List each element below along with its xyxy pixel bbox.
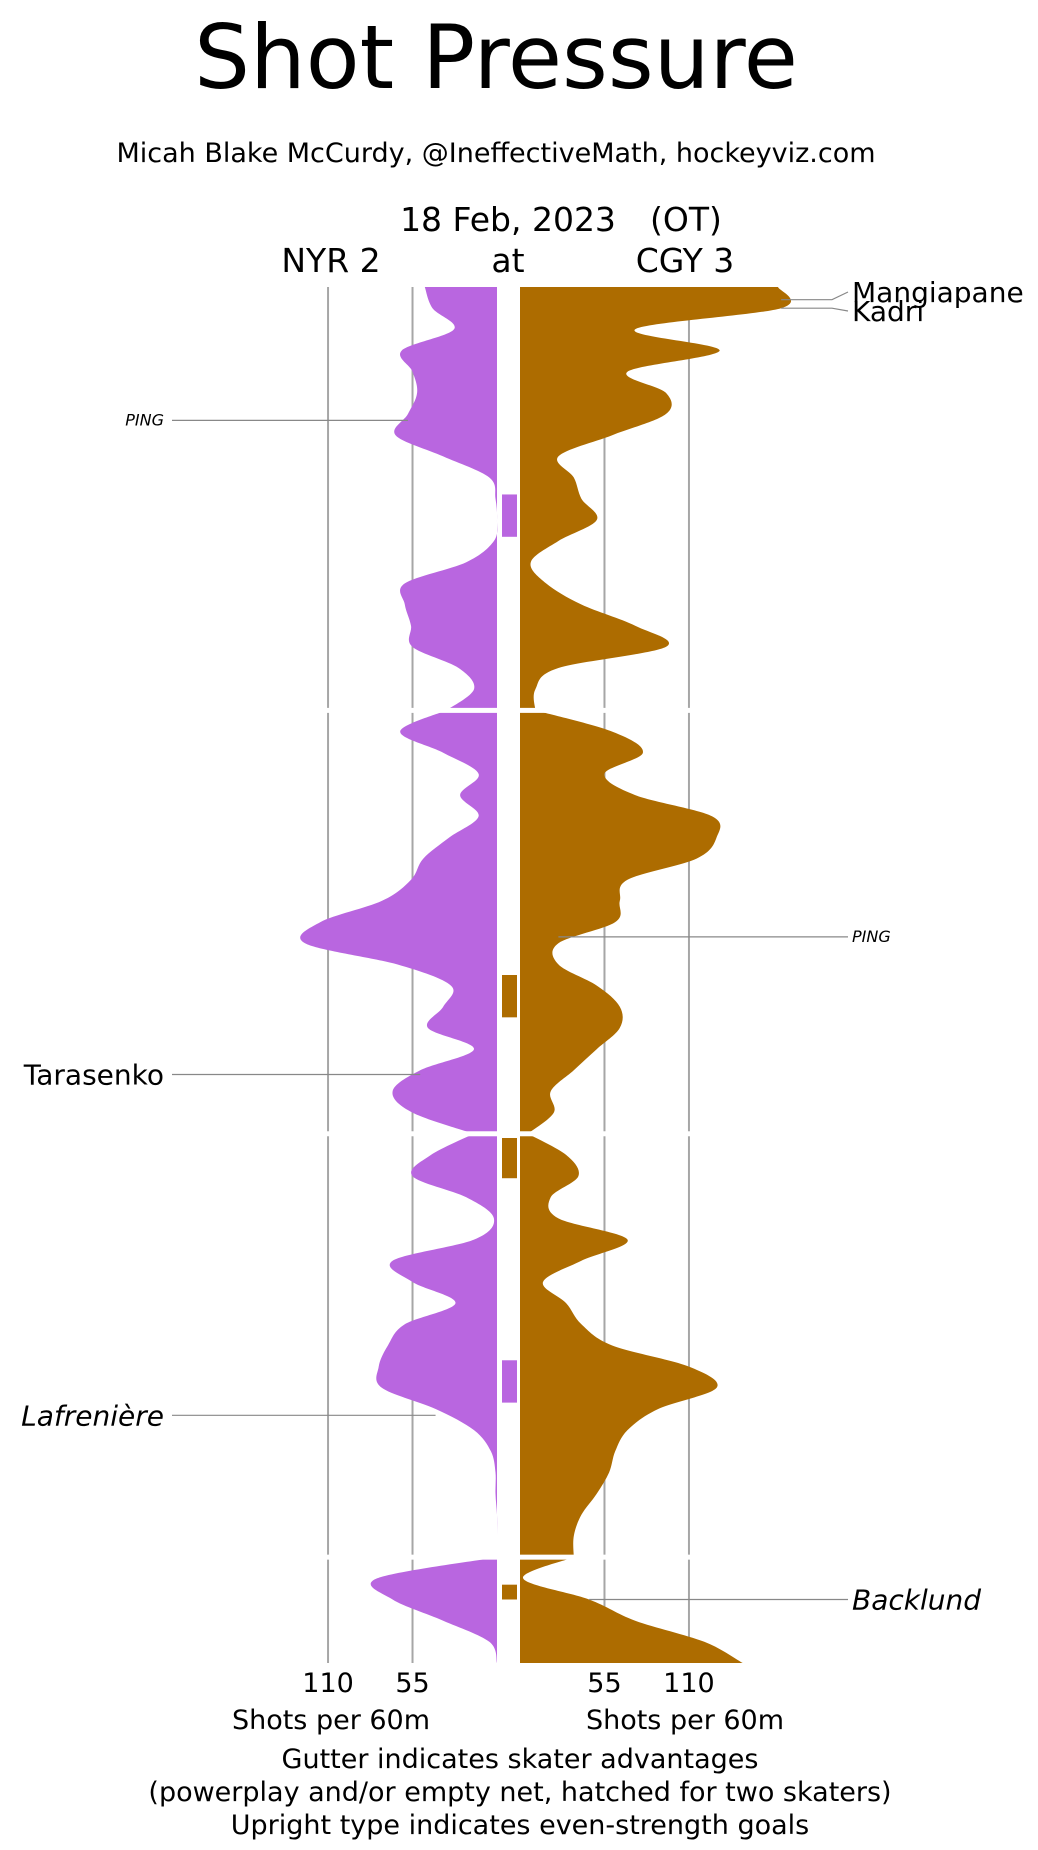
pressure-areas xyxy=(300,287,792,1663)
home-xlabel: Shots per 60m xyxy=(586,1705,784,1736)
game-date: 18 Feb, 2023 xyxy=(400,200,616,239)
home-x-tick-label: 55 xyxy=(587,1668,621,1699)
goal-leader-line xyxy=(781,291,849,301)
ot-label: (OT) xyxy=(650,200,722,239)
home-team-label: CGY 3 xyxy=(636,241,735,280)
advantage-gutter xyxy=(502,494,517,1600)
chart-title: Shot Pressure xyxy=(194,6,798,109)
chart-subtitle: Micah Blake McCurdy, @IneffectiveMath, h… xyxy=(116,138,875,169)
cgy-advantage-block xyxy=(502,975,517,1018)
goal-label: Mangiapane xyxy=(852,276,1024,309)
footer-line-2: (powerplay and/or empty net, hatched for… xyxy=(148,1777,891,1808)
away-pressure-area xyxy=(376,1133,498,1558)
period-separators xyxy=(0,707,1038,1560)
period-gap xyxy=(0,1131,1038,1137)
away-pressure-area xyxy=(300,710,497,1134)
goal-label: PING xyxy=(852,927,891,946)
goal-leader-line xyxy=(781,307,849,312)
period-gap xyxy=(0,707,1038,713)
nyr-advantage-block xyxy=(502,494,517,537)
x-axis: 55 55 110 110 xyxy=(302,1668,714,1699)
away-team-label: NYR 2 xyxy=(281,241,380,280)
goal-label: PING xyxy=(125,410,164,429)
goal-label: Backlund xyxy=(852,1583,981,1616)
footer-line-3: Upright type indicates even-strength goa… xyxy=(231,1810,809,1841)
period-gap xyxy=(0,1554,1038,1560)
goal-label: Tarasenko xyxy=(23,1058,164,1091)
away-pressure-area xyxy=(370,1557,497,1663)
home-x-tick-label: 110 xyxy=(663,1668,715,1699)
cgy-advantage-block xyxy=(502,1138,517,1179)
away-x-tick-label: 55 xyxy=(395,1668,429,1699)
home-pressure-area xyxy=(520,1557,743,1663)
cgy-advantage-block xyxy=(502,1584,517,1600)
away-xlabel: Shots per 60m xyxy=(232,1705,430,1736)
footer-line-1: Gutter indicates skater advantages xyxy=(282,1744,759,1775)
goal-label: Kadri xyxy=(852,295,924,328)
away-pressure-area xyxy=(394,287,498,711)
at-label: at xyxy=(491,241,524,280)
home-pressure-area xyxy=(520,710,721,1134)
nyr-advantage-block xyxy=(502,1360,517,1403)
home-pressure-area xyxy=(520,1133,718,1558)
away-x-tick-label: 110 xyxy=(302,1668,354,1699)
home-pressure-area xyxy=(520,287,792,711)
goal-label: Lafrenière xyxy=(21,1399,164,1432)
